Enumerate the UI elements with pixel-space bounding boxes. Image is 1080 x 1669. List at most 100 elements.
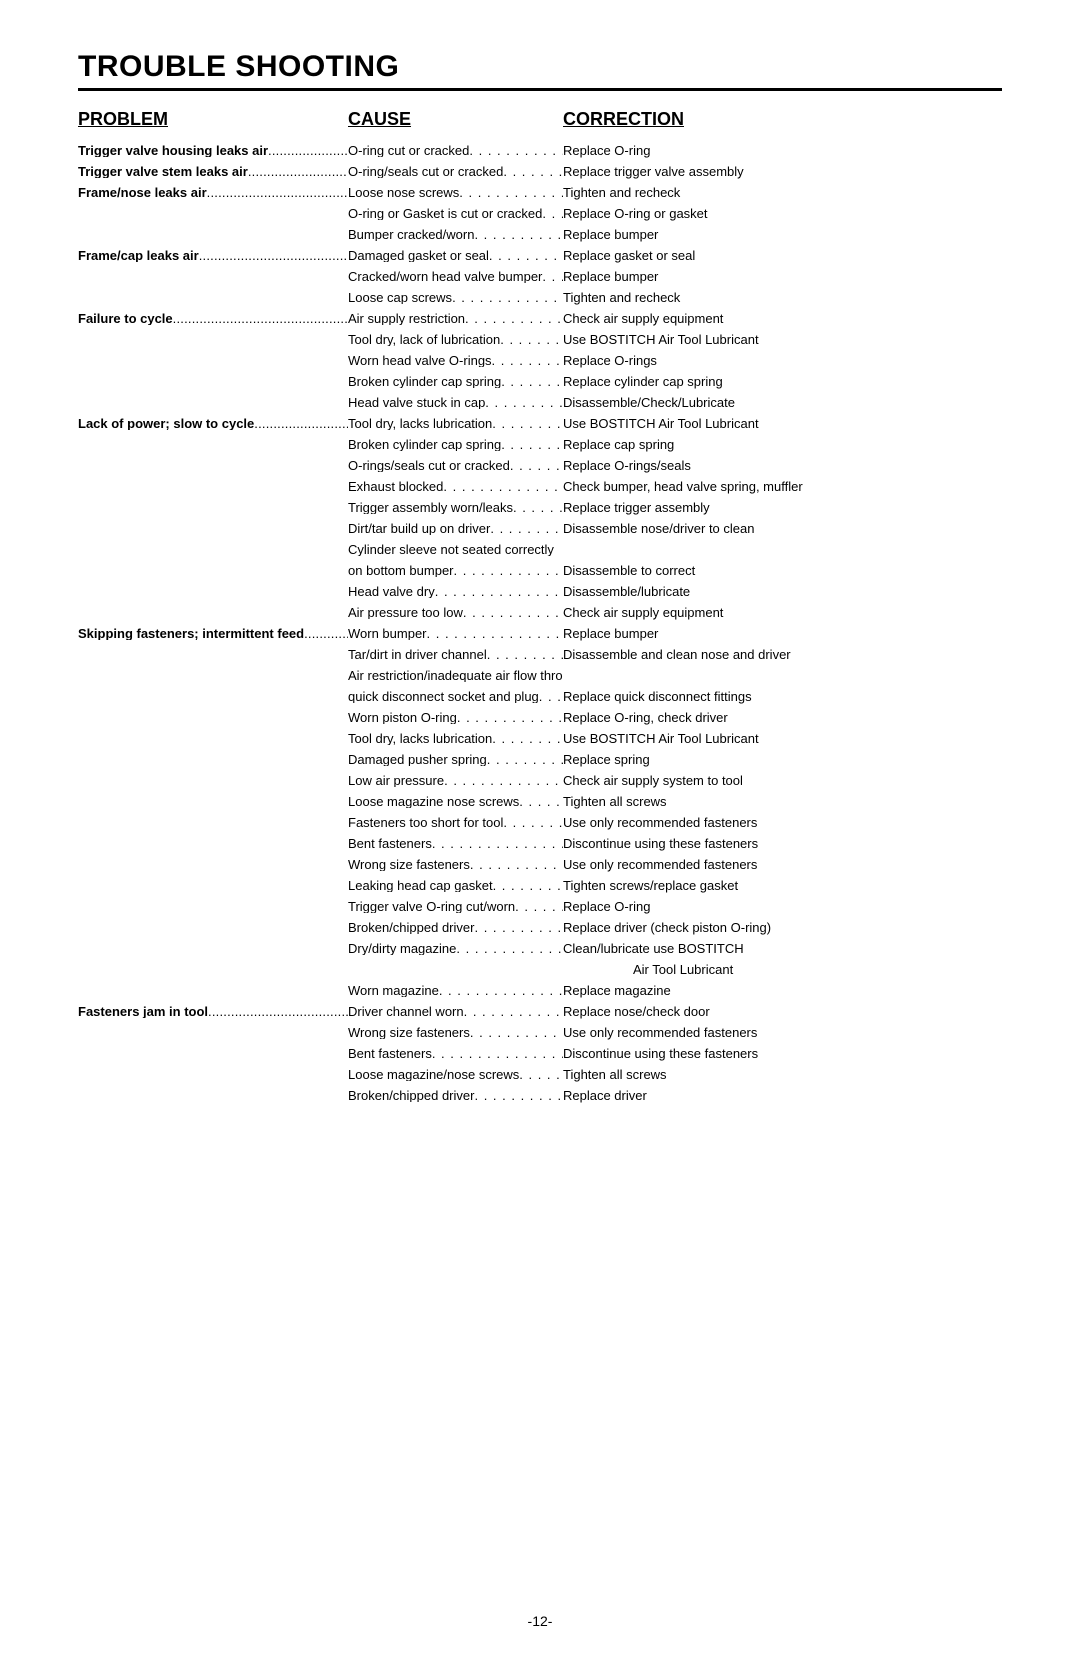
- leader-dots: [432, 1047, 563, 1060]
- table-row: Fasteners too short for toolUse only rec…: [78, 816, 1002, 829]
- cause-label: Exhaust blocked: [348, 480, 443, 493]
- cause-label: Dry/dirty magazine: [348, 942, 456, 955]
- leader-dots: [492, 732, 563, 745]
- table-row: Frame/nose leaks airLoose nose screwsTig…: [78, 186, 1002, 199]
- leader-dots: [464, 1005, 563, 1018]
- cause-label: Worn magazine: [348, 984, 439, 997]
- cause-label: Broken cylinder cap spring: [348, 438, 501, 451]
- leader-dots: [435, 585, 563, 598]
- cause-cell: Loose nose screws: [348, 186, 563, 199]
- cause-cell: Wrong size fasteners: [348, 1026, 563, 1039]
- leader-dots: [199, 249, 348, 262]
- table-row: Tool dry, lack of lubrication Use BOSTITC…: [78, 333, 1002, 346]
- correction-cell: Clean/lubricate use BOSTITCH: [563, 942, 1002, 955]
- problem-label: Skipping fasteners; intermittent feed: [78, 627, 304, 640]
- leader-dots: [457, 711, 563, 724]
- leader-dots: [444, 774, 563, 787]
- table-row: Skipping fasteners; intermittent feed Wor…: [78, 627, 1002, 640]
- leader-dots: [439, 984, 563, 997]
- cause-cell: O-ring cut or cracked: [348, 144, 563, 157]
- cause-label: Wrong size fasteners: [348, 1026, 470, 1039]
- cause-cell: Tool dry, lack of lubrication: [348, 333, 563, 346]
- cause-cell: Worn bumper: [348, 627, 563, 640]
- correction-cell: Tighten all screws: [563, 1068, 1002, 1081]
- table-row: Loose magazine nose screwsTighten all sc…: [78, 795, 1002, 808]
- cause-label: Tool dry, lack of lubrication: [348, 333, 500, 346]
- cause-cell: Broken cylinder cap spring: [348, 375, 563, 388]
- leader-dots: [490, 522, 563, 535]
- title-rule: [78, 88, 1002, 91]
- leader-dots: [304, 627, 348, 640]
- table-row: Damaged pusher springReplace spring: [78, 753, 1002, 766]
- cause-cell: Tool dry, lacks lubrication: [348, 417, 563, 430]
- leader-dots: [474, 1089, 563, 1102]
- cause-cell: O-ring or Gasket is cut or cracked: [348, 207, 563, 220]
- leader-dots: [463, 606, 563, 619]
- correction-cell: Check air supply equipment: [563, 312, 1002, 325]
- cause-cell: Tool dry, lacks lubrication: [348, 732, 563, 745]
- leader-dots: [474, 921, 563, 934]
- leader-dots: [515, 900, 563, 913]
- correction-cell: Tighten all screws: [563, 795, 1002, 808]
- leader-dots: [474, 228, 563, 241]
- leader-dots: [492, 354, 563, 367]
- cause-label: Low air pressure: [348, 774, 444, 787]
- correction-cell: Replace trigger valve assembly: [563, 165, 1002, 178]
- leader-dots: [465, 312, 563, 325]
- correction-cell: Replace nose/check door: [563, 1005, 1002, 1018]
- table-row: Cracked/worn head valve bumperReplace bu…: [78, 270, 1002, 283]
- cause-label: Tar/dirt in driver channel: [348, 648, 487, 661]
- leader-dots: [542, 270, 563, 283]
- correction-cell: Use only recommended fasteners: [563, 1026, 1002, 1039]
- cause-label: Loose nose screws: [348, 186, 459, 199]
- cause-label: Bent fasteners: [348, 1047, 432, 1060]
- table-row: Broken cylinder cap springReplace cap sp…: [78, 438, 1002, 451]
- correction-cell: Replace trigger assembly: [563, 501, 1002, 514]
- leader-dots: [493, 879, 563, 892]
- table-row: Bumper cracked/wornReplace bumper: [78, 228, 1002, 241]
- leader-dots: [513, 501, 563, 514]
- cause-cell: Damaged gasket or seal: [348, 249, 563, 262]
- correction-cell: Use BOSTITCH Air Tool Lubricant: [563, 417, 1002, 430]
- problem-cell: Fasteners jam in tool: [78, 1005, 348, 1018]
- cause-cell: Driver channel worn: [348, 1005, 563, 1018]
- cause-label: Loose cap screws: [348, 291, 452, 304]
- leader-dots: [470, 858, 563, 871]
- correction-cell: Check air supply equipment: [563, 606, 1002, 619]
- leader-dots: [519, 1068, 563, 1081]
- table-row: Exhaust blockedCheck bumper, head valve …: [78, 480, 1002, 493]
- correction-cell: Use BOSTITCH Air Tool Lubricant: [563, 333, 1002, 346]
- correction-cell: Disassemble/Check/Lubricate: [563, 396, 1002, 409]
- cause-label: Loose magazine/nose screws: [348, 1068, 519, 1081]
- leader-dots: [501, 438, 563, 451]
- table-row: Dry/dirty magazine Clean/lubricate use BO…: [78, 942, 1002, 955]
- table-row: Lack of power; slow to cycleTool dry, la…: [78, 417, 1002, 430]
- correction-cell: Use BOSTITCH Air Tool Lubricant: [563, 732, 1002, 745]
- cause-cell: Leaking head cap gasket: [348, 879, 563, 892]
- cause-cell: O-rings/seals cut or cracked: [348, 459, 563, 472]
- cause-cell: Broken/chipped driver: [348, 1089, 563, 1102]
- leader-dots: [456, 942, 563, 955]
- leader-dots: [208, 1005, 348, 1018]
- table-row: Leaking head cap gasketTighten screws/re…: [78, 879, 1002, 892]
- cause-cell: Exhaust blocked: [348, 480, 563, 493]
- correction-cell: Replace driver (check piston O-ring): [563, 921, 1002, 934]
- cause-cell: Wrong size fasteners: [348, 858, 563, 871]
- cause-label: Broken cylinder cap spring: [348, 375, 501, 388]
- cause-cell: Trigger assembly worn/leaks: [348, 501, 563, 514]
- table-row: Trigger valve housing leaks airO-ring cu…: [78, 144, 1002, 157]
- table-row: Fasteners jam in toolDriver channel worn…: [78, 1005, 1002, 1018]
- cause-cell: Air supply restriction: [348, 312, 563, 325]
- header-cause: CAUSE: [348, 109, 563, 130]
- cause-label: O-ring cut or cracked: [348, 144, 469, 157]
- correction-cell: Replace bumper: [563, 627, 1002, 640]
- cause-label: Bumper cracked/worn: [348, 228, 474, 241]
- cause-cell: Loose magazine nose screws: [348, 795, 563, 808]
- correction-cell: Use only recommended fasteners: [563, 858, 1002, 871]
- table-row: Failure to cycleAir supply restrictionCh…: [78, 312, 1002, 325]
- cause-cell: Air restriction/inadequate air flow thro…: [348, 669, 563, 682]
- leader-dots: [519, 795, 563, 808]
- leader-dots: [510, 459, 563, 472]
- table-row: Low air pressureCheck air supply system …: [78, 774, 1002, 787]
- problem-cell: Failure to cycle: [78, 312, 348, 325]
